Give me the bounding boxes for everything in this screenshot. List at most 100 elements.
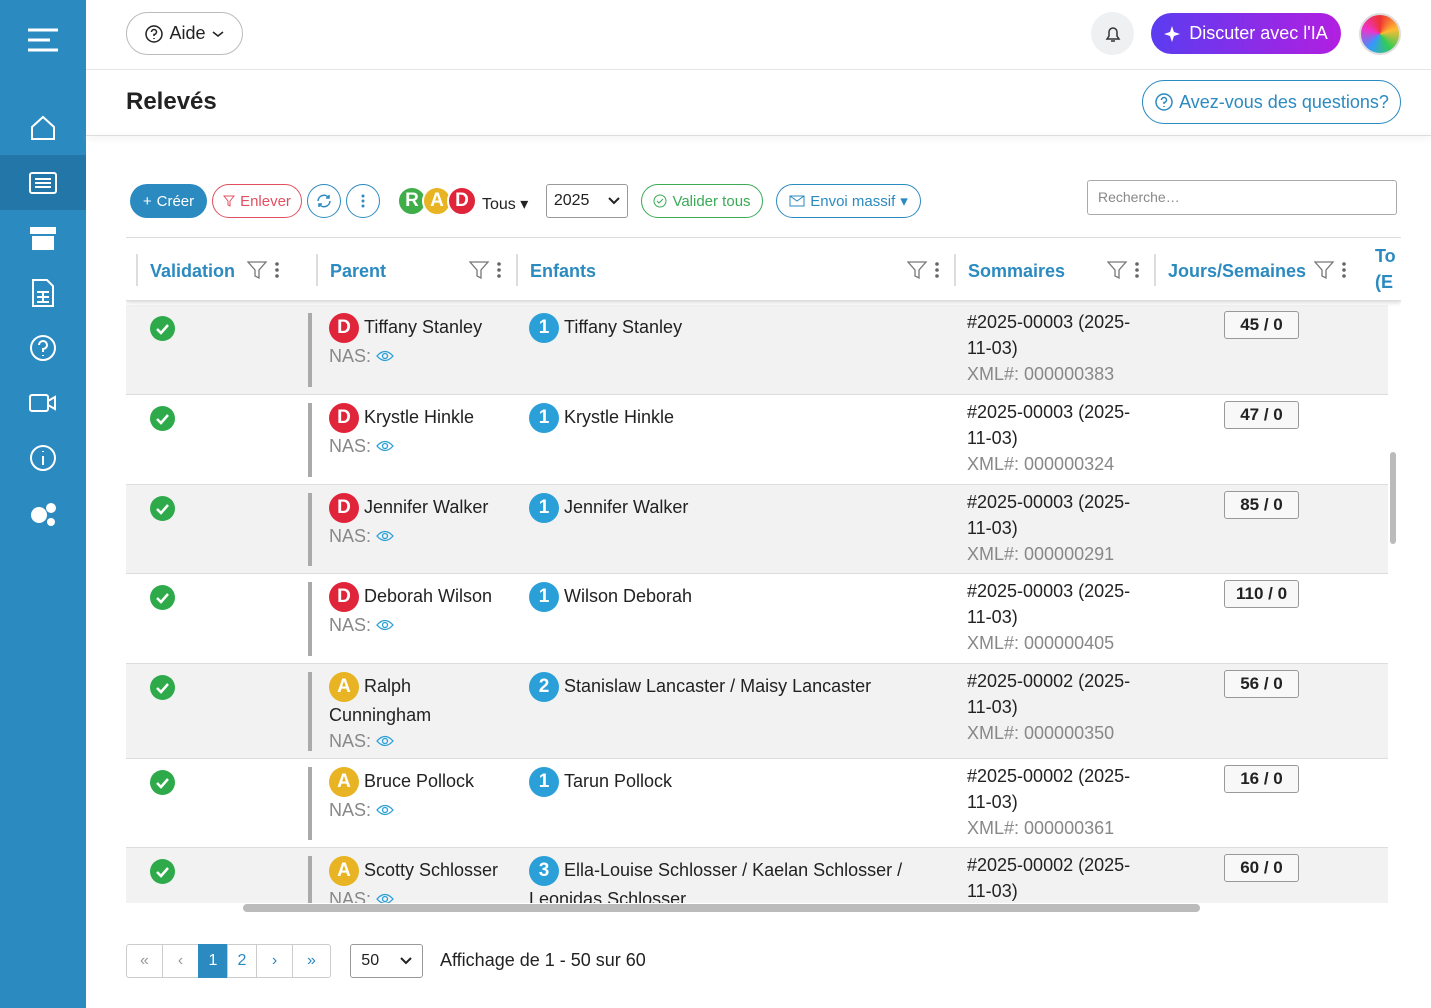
column-actions[interactable] [246, 260, 297, 285]
table-row[interactable]: D Deborah Wilson NAS: 1 Wilson Deborah #2025… [126, 574, 1388, 664]
parent-cell: D Tiffany Stanley NAS: [329, 313, 509, 369]
column-header[interactable]: Validation [150, 260, 236, 281]
parent-badge: D [329, 582, 359, 612]
nav-home[interactable] [0, 100, 86, 155]
view-icon[interactable] [376, 530, 394, 542]
notifications[interactable] [1091, 12, 1134, 55]
refresh-button[interactable] [307, 184, 341, 218]
scrollbar-h[interactable] [243, 904, 1200, 912]
view-icon[interactable] [376, 893, 394, 903]
prev-page[interactable]: ‹ [162, 944, 199, 978]
summary: #2025-00003 (2025-11-03) [967, 581, 1131, 627]
page-button[interactable]: 1 [198, 944, 228, 978]
next-page[interactable]: › [256, 944, 293, 978]
column-header[interactable]: Jours/Semaines [1168, 260, 1307, 281]
view-icon[interactable] [376, 619, 394, 631]
table-row[interactable]: D Tiffany Stanley NAS: 1 Tiffany Stanley #20… [126, 305, 1388, 395]
parent-cell: D Krystle Hinkle NAS: [329, 403, 509, 459]
table-row[interactable]: A Bruce Pollock NAS: 1 Tarun Pollock #2025-0… [126, 759, 1388, 848]
divider [86, 135, 1431, 136]
table-row[interactable]: D Jennifer Walker NAS: 1 Jennifer Walker #20… [126, 485, 1388, 574]
parent-badge: D [329, 493, 359, 523]
table-row[interactable]: A Ralph Cunningham NAS: 2 Stanislaw Lancast… [126, 664, 1388, 759]
remove-button[interactable]: Enlever [212, 184, 302, 218]
year-select[interactable]: 2025 [546, 184, 628, 218]
nav-help[interactable] [0, 320, 86, 375]
questions-button[interactable]: Avez-vous des questions? [1142, 80, 1401, 124]
days-weeks: 56 / 0 [1224, 670, 1299, 698]
row-divider [308, 672, 312, 751]
avatar[interactable] [1359, 13, 1401, 55]
summary-cell: #2025-00003 (2025-11-03) XML#: 000000405 [967, 578, 1137, 656]
help-button[interactable]: Aide [126, 12, 243, 55]
validate-all-button[interactable]: Valider tous [641, 184, 763, 218]
column-divider [136, 254, 138, 286]
search-placeholder: Recherche… [1098, 189, 1180, 205]
questions-label: Avez-vous des questions? [1179, 91, 1389, 112]
menu-toggle[interactable] [0, 12, 86, 67]
children-names: Stanislaw Lancaster / Maisy Lancaster [564, 675, 872, 696]
parent-badge: A [329, 672, 359, 702]
parent-badge: D [329, 403, 359, 433]
column-header[interactable]: Enfants [530, 260, 597, 281]
xml-number: XML#: 000000361 [967, 818, 1115, 838]
column-actions[interactable] [468, 260, 519, 285]
search-input[interactable]: Recherche… [1087, 180, 1397, 215]
nas-label: NAS: [329, 612, 509, 638]
nas-label: NAS: [329, 797, 509, 823]
last-page[interactable]: » [292, 944, 331, 978]
children-count: 1 [529, 403, 559, 433]
validated-icon [150, 859, 175, 889]
view-icon[interactable] [376, 804, 394, 816]
row-divider [308, 493, 312, 566]
validated-icon [150, 316, 175, 346]
table-row[interactable]: A Scotty Schlosser NAS: 3 Ella-Louise Schlo… [126, 848, 1388, 903]
more-button[interactable] [346, 184, 380, 218]
nav-settings[interactable] [0, 485, 86, 540]
filter-dropdown[interactable]: Tous ▾ [482, 196, 529, 213]
days-weeks: 60 / 0 [1224, 854, 1299, 882]
validated-icon [150, 406, 175, 436]
bulk-send-label: Envoi massif [810, 192, 896, 210]
column-header[interactable]: Sommaires [968, 260, 1066, 281]
nav-video[interactable] [0, 375, 86, 430]
nav-archive[interactable] [0, 210, 86, 265]
column-actions[interactable] [1106, 260, 1157, 285]
view-icon[interactable] [376, 350, 394, 362]
children-cell: 1 Krystle Hinkle [529, 403, 929, 433]
create-button[interactable]: + Créer [130, 184, 207, 218]
days-weeks: 110 / 0 [1224, 580, 1299, 608]
view-icon[interactable] [376, 440, 394, 452]
column-header[interactable]: To [1375, 246, 1396, 266]
column-divider [1154, 254, 1156, 286]
first-page[interactable]: « [126, 944, 163, 978]
nav-sheet[interactable] [0, 265, 86, 320]
page-button[interactable]: 2 [227, 944, 257, 978]
children-cell: 1 Tarun Pollock [529, 767, 929, 797]
children-count: 1 [529, 767, 559, 797]
scrollbar-v[interactable] [1390, 452, 1396, 544]
children-count: 1 [529, 582, 559, 612]
per-page-select[interactable]: 50 [350, 944, 423, 978]
days-weeks: 47 / 0 [1224, 401, 1299, 429]
view-icon[interactable] [376, 735, 394, 747]
row-divider [308, 582, 312, 656]
column-divider [316, 254, 318, 286]
parent-cell: A Ralph Cunningham NAS: [329, 672, 509, 754]
parent-badge: A [329, 767, 359, 797]
column-actions[interactable] [1313, 260, 1364, 285]
page-title: Relevés [126, 88, 217, 115]
nas-label: NAS: [329, 343, 509, 369]
table-row[interactable]: D Krystle Hinkle NAS: 1 Krystle Hinkle #2025… [126, 395, 1388, 485]
nas-label: NAS: [329, 523, 509, 549]
column-header[interactable]: (E [1375, 272, 1393, 292]
column-header[interactable]: Parent [330, 260, 387, 281]
column-divider [954, 254, 956, 286]
bulk-send-button[interactable]: Envoi massif ▾ [776, 184, 921, 218]
nav-releves[interactable] [0, 155, 86, 210]
nav-info[interactable] [0, 430, 86, 485]
ai-button[interactable]: Discuter avec l'IA [1151, 13, 1341, 54]
column-actions[interactable] [906, 260, 957, 285]
